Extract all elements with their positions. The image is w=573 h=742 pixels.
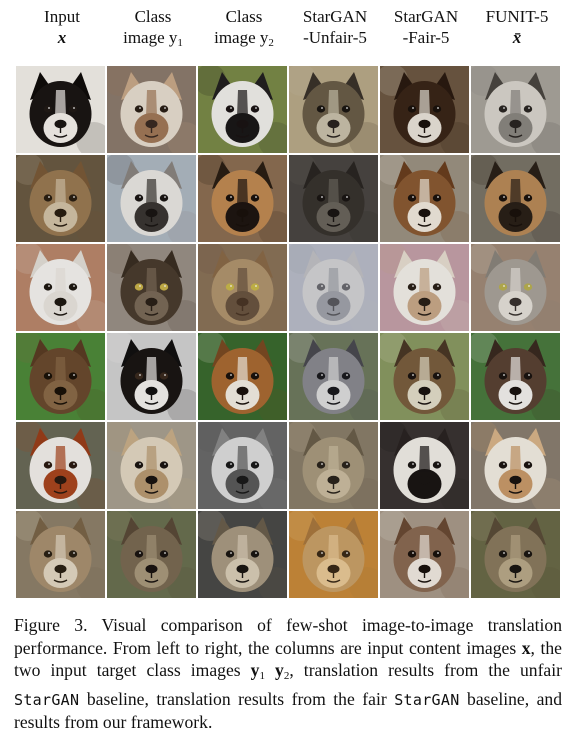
tile-stargan-fair-row-6: [380, 511, 469, 598]
caption-x: x: [521, 637, 531, 658]
tile-class-image-1-row-5: [107, 422, 196, 509]
tile-funit-row-4: [471, 333, 560, 420]
header-line2: image y1: [123, 28, 183, 49]
tile-funit-row-1: [471, 66, 560, 153]
header-line1: FUNIT-5: [485, 7, 549, 26]
tile-stargan-unfair-row-1: [289, 66, 378, 153]
tile-funit-row-2: [471, 155, 560, 242]
tile-class-image-1-row-1: [107, 66, 196, 153]
tile-class-image-2-row-4: [198, 333, 287, 420]
header-line1: StarGAN: [302, 7, 368, 26]
tile-input-row-3: [16, 244, 105, 331]
column-header-input: Input x: [16, 6, 108, 48]
header-line2: -Fair-5: [402, 28, 450, 47]
column-header-stargan-unfair: StarGAN -Unfair-5: [289, 6, 381, 48]
caption-stargan-2: StarGAN: [394, 690, 460, 709]
tile-funit-row-5: [471, 422, 560, 509]
column-header-stargan-fair: StarGAN -Fair-5: [380, 6, 472, 48]
tile-input-row-2: [16, 155, 105, 242]
tile-stargan-fair-row-4: [380, 333, 469, 420]
tile-funit-row-3: [471, 244, 560, 331]
header-line1: Class: [134, 7, 172, 26]
tile-stargan-fair-row-3: [380, 244, 469, 331]
column-header-funit: FUNIT-5 x̄: [471, 6, 563, 48]
column-header-class-image-1: Class image y1: [107, 6, 199, 54]
tile-stargan-unfair-row-3: [289, 244, 378, 331]
tile-funit-row-6: [471, 511, 560, 598]
column-header-class-image-2: Class image y2: [198, 6, 290, 54]
tile-class-image-2-row-2: [198, 155, 287, 242]
image-grid: [16, 66, 562, 600]
header-line1: Class: [225, 7, 263, 26]
header-line2: image y2: [214, 28, 274, 49]
tile-class-image-2-row-5: [198, 422, 287, 509]
tile-stargan-fair-row-5: [380, 422, 469, 509]
tile-class-image-2-row-6: [198, 511, 287, 598]
tile-class-image-1-row-2: [107, 155, 196, 242]
tile-stargan-fair-row-2: [380, 155, 469, 242]
header-line1: Input: [44, 7, 80, 26]
tile-class-image-1-row-6: [107, 511, 196, 598]
tile-stargan-unfair-row-4: [289, 333, 378, 420]
caption-label: Figure 3.: [14, 615, 88, 635]
tile-stargan-fair-row-1: [380, 66, 469, 153]
header-line1: StarGAN: [393, 7, 459, 26]
tile-class-image-1-row-3: [107, 244, 196, 331]
header-line2: x: [57, 28, 67, 47]
tile-class-image-2-row-3: [198, 244, 287, 331]
figure-caption: Figure 3. Visual comparison of few-shot …: [14, 615, 563, 733]
tile-stargan-unfair-row-2: [289, 155, 378, 242]
caption-stargan-1: StarGAN: [14, 690, 80, 709]
tile-stargan-unfair-row-5: [289, 422, 378, 509]
tile-input-row-6: [16, 511, 105, 598]
tile-stargan-unfair-row-6: [289, 511, 378, 598]
header-line2: x̄: [512, 28, 522, 47]
tile-input-row-5: [16, 422, 105, 509]
tile-class-image-2-row-1: [198, 66, 287, 153]
tile-input-row-1: [16, 66, 105, 153]
header-line2: -Unfair-5: [303, 28, 367, 47]
tile-input-row-4: [16, 333, 105, 420]
tile-class-image-1-row-4: [107, 333, 196, 420]
